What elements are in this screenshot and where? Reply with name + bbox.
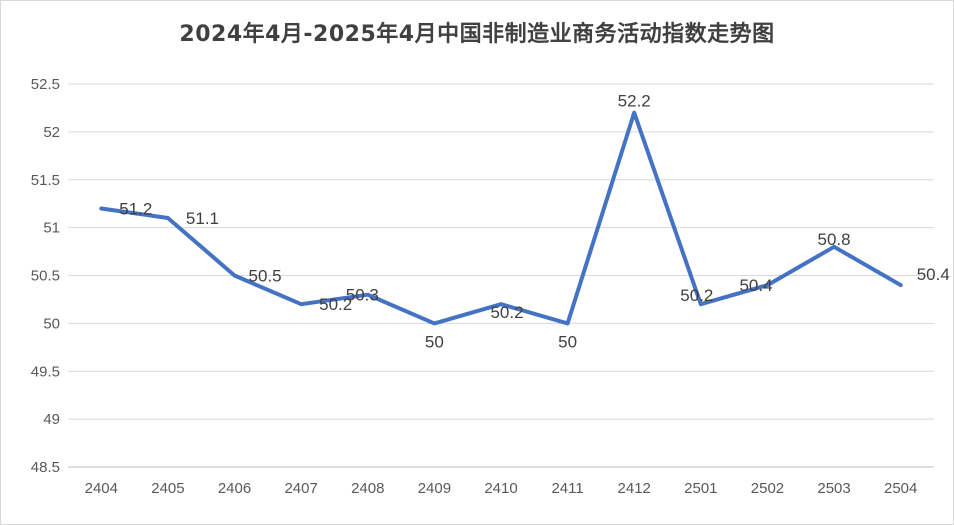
x-tick-label: 2411: [551, 480, 583, 497]
y-tick-label: 52: [43, 124, 60, 141]
gridlines: [68, 83, 934, 468]
data-label: 50.2: [319, 295, 352, 314]
y-tick-label: 50: [43, 315, 60, 332]
y-tick-label: 48.5: [31, 459, 60, 476]
data-label: 50.2: [490, 303, 523, 322]
data-label: 51.1: [186, 209, 219, 228]
data-label: 52.2: [618, 92, 651, 111]
x-tick-label: 2405: [151, 480, 184, 497]
data-labels: 51.251.150.550.250.35050.25052.250.250.4…: [119, 92, 949, 352]
x-tick-label: 2406: [218, 480, 251, 497]
x-tick-label: 2408: [351, 480, 384, 497]
data-label: 50.4: [917, 265, 950, 284]
y-tick-label: 50.5: [31, 268, 60, 285]
y-axis-ticks: 48.5 49 49.5 50 50.5 51 51.5 52 52.5: [31, 76, 60, 476]
data-label: 50.5: [249, 267, 282, 286]
data-label: 50.3: [346, 286, 379, 305]
x-tick-label: 2503: [817, 480, 850, 497]
data-label: 50.8: [818, 230, 851, 249]
x-tick-label: 2410: [484, 480, 517, 497]
y-tick-label: 49.5: [31, 363, 60, 380]
data-label: 50.2: [680, 286, 713, 305]
y-tick-label: 51: [43, 220, 60, 237]
data-label: 50: [425, 332, 444, 351]
x-axis-ticks: 2404 2405 2406 2407 2408 2409 2410 2411 2412 2501…: [85, 480, 918, 497]
x-tick-label: 2412: [618, 480, 651, 497]
chart-title: 2024年4月-2025年4月中国非制造业商务活动指数走势图: [179, 22, 775, 47]
y-tick-label: 51.5: [31, 172, 60, 189]
series-line-group: [99, 110, 903, 326]
x-tick-label: 2409: [418, 480, 451, 497]
data-label: 51.2: [119, 199, 152, 218]
x-tick-label: 2407: [284, 480, 317, 497]
x-tick-label: 2504: [884, 480, 917, 497]
y-tick-label: 52.5: [31, 76, 60, 93]
x-tick-label: 2404: [85, 480, 118, 497]
data-label: 50.4: [739, 276, 772, 295]
data-label: 50: [558, 332, 577, 351]
series-line: [99, 110, 903, 326]
x-tick-label: 2502: [751, 480, 784, 497]
y-tick-label: 49: [43, 411, 60, 428]
x-tick-label: 2501: [684, 480, 717, 497]
